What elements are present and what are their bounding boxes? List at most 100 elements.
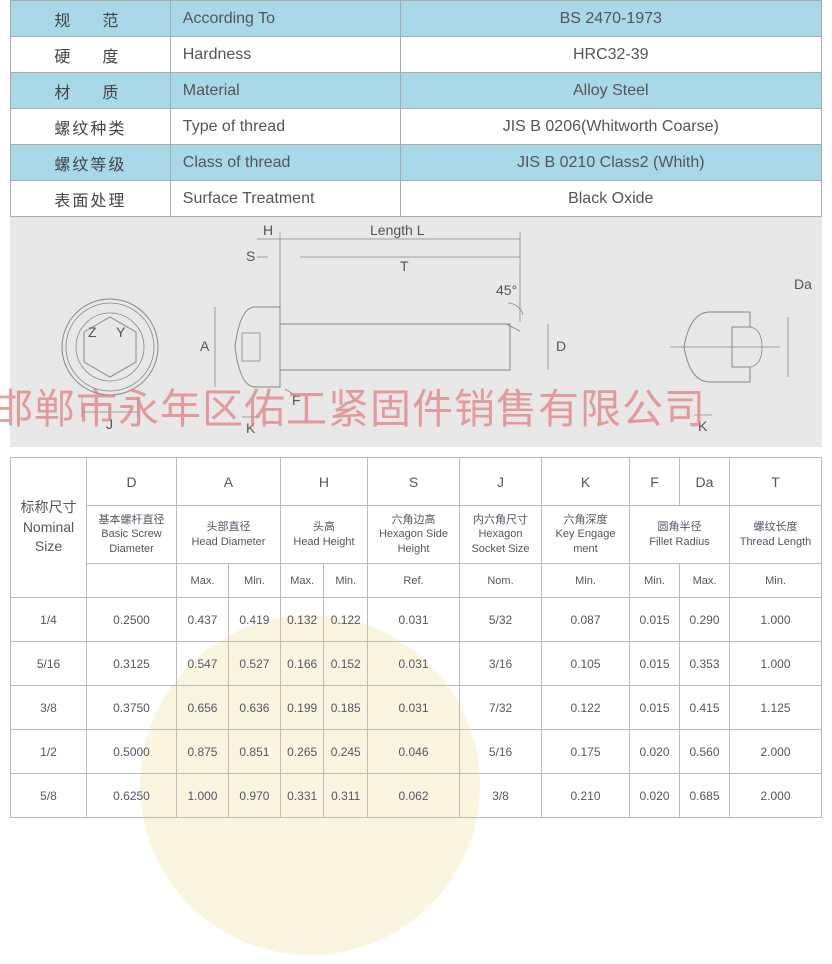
cell: 0.031	[368, 598, 460, 642]
label-a: A	[200, 338, 210, 354]
cell: 2.000	[730, 730, 822, 774]
cell: 0.547	[177, 642, 229, 686]
cell: 0.419	[228, 598, 280, 642]
cell: 0.656	[177, 686, 229, 730]
cell: 0.020	[630, 730, 680, 774]
col-desc: 头高Head Height	[280, 506, 367, 564]
cell: 0.132	[280, 598, 324, 642]
col-d: D	[87, 458, 177, 506]
cell: 0.437	[177, 598, 229, 642]
cell: 0.199	[280, 686, 324, 730]
cell: 0.331	[280, 774, 324, 818]
cell: 0.970	[228, 774, 280, 818]
table-row: 3/80.37500.6560.6360.1990.1850.0317/320.…	[11, 686, 822, 730]
cell: 5/16	[11, 642, 87, 686]
spec-cn: 螺纹种类	[11, 109, 171, 145]
table-row: 5/160.31250.5470.5270.1660.1520.0313/160…	[11, 642, 822, 686]
spec-row: 表面处理Surface TreatmentBlack Oxide	[11, 181, 822, 217]
cell: 0.245	[324, 730, 368, 774]
spec-table: 规 范According ToBS 2470-1973硬 度HardnessHR…	[10, 0, 822, 217]
cell: 0.122	[324, 598, 368, 642]
cell: 0.415	[680, 686, 730, 730]
table-row: 5/80.62501.0000.9700.3310.3110.0623/80.2…	[11, 774, 822, 818]
col-desc: 头部直径Head Diameter	[177, 506, 281, 564]
col-a: A	[177, 458, 281, 506]
cell: 0.062	[368, 774, 460, 818]
spec-val: HRC32-39	[400, 37, 821, 73]
cell: 0.175	[542, 730, 630, 774]
cell: 0.560	[680, 730, 730, 774]
col-desc: 六角边高Hexagon Side Height	[368, 506, 460, 564]
cell: 0.015	[630, 642, 680, 686]
col-sub: Min.	[324, 564, 368, 598]
label-s: S	[246, 248, 255, 264]
cell: 0.185	[324, 686, 368, 730]
col-f: F	[630, 458, 680, 506]
spec-cn: 螺纹等级	[11, 145, 171, 181]
col-desc: 螺纹长度Thread Length	[730, 506, 822, 564]
label-h: H	[263, 222, 273, 238]
cell: 0.353	[680, 642, 730, 686]
cell: 0.265	[280, 730, 324, 774]
table-row: 1/40.25000.4370.4190.1320.1220.0315/320.…	[11, 598, 822, 642]
spec-row: 硬 度HardnessHRC32-39	[11, 37, 822, 73]
cell: 0.031	[368, 642, 460, 686]
cell: 0.851	[228, 730, 280, 774]
cell: 0.527	[228, 642, 280, 686]
cell: 0.3125	[87, 642, 177, 686]
col-sub: Max.	[177, 564, 229, 598]
cell: 3/16	[460, 642, 542, 686]
col-sub	[87, 564, 177, 598]
spec-en: According To	[170, 1, 400, 37]
col-sub: Min.	[630, 564, 680, 598]
col-t: T	[730, 458, 822, 506]
cell: 0.015	[630, 598, 680, 642]
col-nominal: 标称尺寸 Nominal Size	[11, 458, 87, 598]
technical-diagram: Z Y J H S Length L T 45° A D F	[10, 217, 822, 447]
spec-cn: 硬 度	[11, 37, 171, 73]
col-desc: 六角深度Key Engage ment	[542, 506, 630, 564]
cell: 0.020	[630, 774, 680, 818]
cell: 0.122	[542, 686, 630, 730]
col-da: Da	[680, 458, 730, 506]
cell: 3/8	[11, 686, 87, 730]
col-j: J	[460, 458, 542, 506]
label-j: J	[106, 416, 113, 432]
cell: 0.875	[177, 730, 229, 774]
cell: 7/32	[460, 686, 542, 730]
cell: 1/4	[11, 598, 87, 642]
cell: 3/8	[460, 774, 542, 818]
col-sub: Min.	[542, 564, 630, 598]
spec-val: Alloy Steel	[400, 73, 821, 109]
col-desc: 圆角半径Fillet Radius	[630, 506, 730, 564]
spec-cn: 规 范	[11, 1, 171, 37]
table-row: 1/20.50000.8750.8510.2650.2450.0465/160.…	[11, 730, 822, 774]
spec-en: Class of thread	[170, 145, 400, 181]
cell: 0.685	[680, 774, 730, 818]
col-sub: Max.	[680, 564, 730, 598]
cell: 1/2	[11, 730, 87, 774]
spec-row: 螺纹种类Type of threadJIS B 0206(Whitworth C…	[11, 109, 822, 145]
col-s: S	[368, 458, 460, 506]
cell: 0.166	[280, 642, 324, 686]
label-k: K	[246, 420, 256, 436]
cell: 5/16	[460, 730, 542, 774]
cell: 0.311	[324, 774, 368, 818]
cell: 0.3750	[87, 686, 177, 730]
cell: 0.046	[368, 730, 460, 774]
spec-en: Hardness	[170, 37, 400, 73]
col-desc: 基本螺杆直径Basic Screw Diameter	[87, 506, 177, 564]
spec-row: 规 范According ToBS 2470-1973	[11, 1, 822, 37]
label-k2: K	[698, 418, 708, 434]
cell: 1.000	[730, 598, 822, 642]
spec-val: BS 2470-1973	[400, 1, 821, 37]
col-sub: Min.	[730, 564, 822, 598]
cell: 0.105	[542, 642, 630, 686]
spec-val: JIS B 0210 Class2 (Whith)	[400, 145, 821, 181]
col-sub: Ref.	[368, 564, 460, 598]
label-z: Z	[88, 324, 97, 340]
spec-row: 螺纹等级Class of threadJIS B 0210 Class2 (Wh…	[11, 145, 822, 181]
cell: 0.031	[368, 686, 460, 730]
col-sub: Nom.	[460, 564, 542, 598]
spec-en: Type of thread	[170, 109, 400, 145]
